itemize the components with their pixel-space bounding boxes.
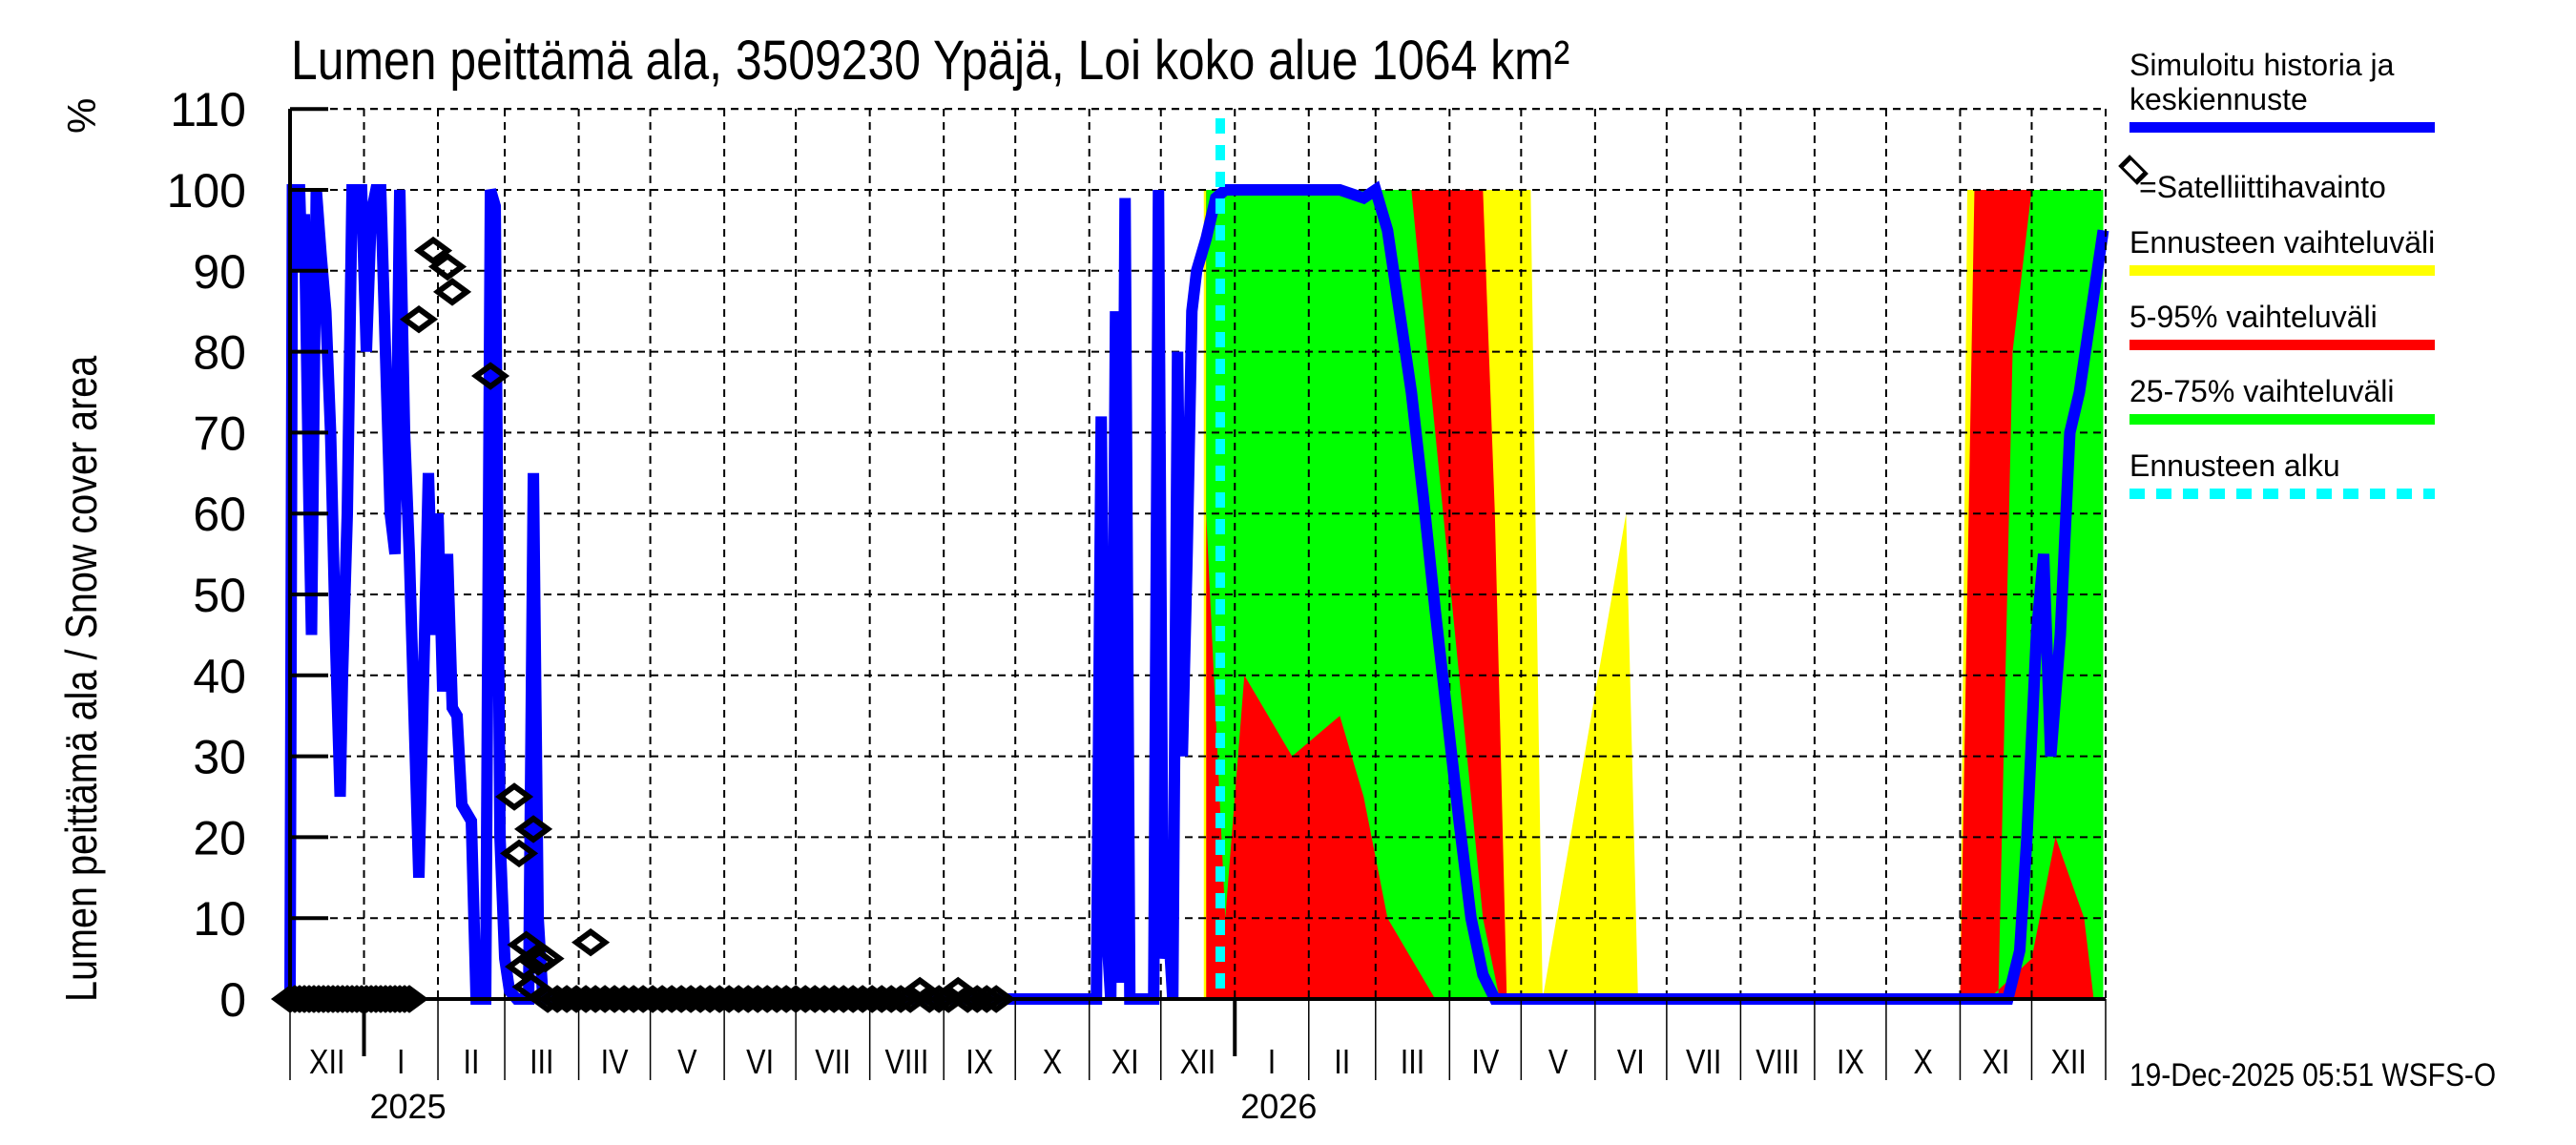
legend-label: 5-95% vaihteluväli <box>2129 300 2378 334</box>
legend-label: Ennusteen vaihteluväli <box>2129 225 2436 260</box>
svg-text:VI: VI <box>1617 1044 1645 1082</box>
svg-text:2026: 2026 <box>1240 1087 1317 1126</box>
svg-text:20: 20 <box>193 811 246 864</box>
svg-text:XII: XII <box>1180 1044 1215 1082</box>
svg-text:30: 30 <box>193 731 246 784</box>
svg-text:VII: VII <box>1686 1044 1721 1082</box>
diamond-icon <box>571 927 611 957</box>
plot-frame <box>288 108 2107 1001</box>
legend-label: Ennusteen alku <box>2129 448 2340 483</box>
svg-text:XI: XI <box>1983 1044 2010 1082</box>
svg-text:0: 0 <box>219 973 246 1027</box>
diamond-icon <box>399 304 439 334</box>
svg-text:V: V <box>677 1044 697 1082</box>
legend-label: 25-75% vaihteluväli <box>2129 374 2395 408</box>
y-axis-unit: % <box>59 97 104 134</box>
diamond-icon <box>526 944 565 973</box>
svg-text:VIII: VIII <box>884 1044 928 1082</box>
svg-text:I: I <box>397 1044 405 1082</box>
diamond-icon <box>432 278 472 306</box>
diamond-icon <box>470 362 510 390</box>
svg-text:70: 70 <box>193 406 246 460</box>
diamond-icon <box>513 815 553 843</box>
svg-text:IX: IX <box>1837 1044 1864 1082</box>
svg-text:III: III <box>1401 1044 1425 1082</box>
svg-text:80: 80 <box>193 326 246 380</box>
legend-label: =Satelliittihavainto <box>2139 170 2386 204</box>
grid-lines <box>290 108 2106 999</box>
svg-text:110: 110 <box>170 83 246 136</box>
legend-item-range: Ennusteen vaihteluväli <box>2129 225 2549 300</box>
y-axis-label: Lumen peittämä ala / Snow cover area <box>56 355 106 1002</box>
legend-swatch-green <box>2129 414 2435 425</box>
legend-item-satellite: =Satelliittihavainto <box>2118 155 2549 225</box>
legend-swatch-cyan-dashed <box>2129 489 2435 499</box>
svg-text:II: II <box>1334 1044 1350 1082</box>
svg-text:50: 50 <box>193 569 246 622</box>
svg-text:IV: IV <box>1471 1044 1500 1082</box>
svg-text:VIII: VIII <box>1755 1044 1799 1082</box>
y-axis-ticks: 0 10 20 30 40 50 60 70 80 90 100 110 <box>167 83 328 1027</box>
chart-title: Lumen peittämä ala, 3509230 Ypäjä, Loi k… <box>291 30 1570 92</box>
svg-text:90: 90 <box>193 245 246 299</box>
svg-text:60: 60 <box>193 488 246 541</box>
svg-text:VI: VI <box>746 1044 774 1082</box>
svg-text:V: V <box>1548 1044 1568 1082</box>
legend: Simuloitu historia ja keskiennuste =Sate… <box>2118 48 2549 523</box>
svg-text:X: X <box>1043 1044 1062 1082</box>
legend-swatch-yellow <box>2129 265 2435 276</box>
legend-item-simulated: Simuloitu historia ja keskiennuste <box>2129 48 2549 160</box>
legend-item-forecast-start: Ennusteen alku <box>2129 448 2549 523</box>
diamond-icon <box>494 782 534 811</box>
x-axis-ticks: XII I II III IV V VI VII VIII IX X XI XII I II III IV V VI… <box>289 999 2107 1126</box>
svg-text:40: 40 <box>193 650 246 703</box>
diamond-icon <box>413 236 453 265</box>
forecast-bands <box>1203 190 2104 999</box>
diamond-icon <box>499 839 539 868</box>
legend-item-25-75: 25-75% vaihteluväli <box>2129 374 2549 448</box>
svg-text:IV: IV <box>601 1044 630 1082</box>
svg-text:III: III <box>530 1044 554 1082</box>
timestamp: 19-Dec-2025 05:51 WSFS-O <box>2129 1057 2497 1093</box>
diamond-icon <box>427 252 467 281</box>
svg-text:100: 100 <box>167 164 246 218</box>
diamond-icon <box>507 930 546 959</box>
legend-swatch-blue <box>2129 122 2435 133</box>
legend-item-5-95: 5-95% vaihteluväli <box>2129 300 2549 374</box>
svg-text:XII: XII <box>309 1044 344 1082</box>
svg-text:II: II <box>464 1044 480 1082</box>
svg-text:10: 10 <box>193 892 246 946</box>
svg-text:IX: IX <box>966 1044 993 1082</box>
svg-text:VII: VII <box>815 1044 850 1082</box>
band-25-75 <box>1206 190 2104 999</box>
svg-text:XII: XII <box>2051 1044 2087 1082</box>
legend-label: Simuloitu historia ja keskiennuste <box>2129 48 2395 116</box>
legend-swatch-red <box>2129 340 2435 350</box>
svg-text:I: I <box>1268 1044 1277 1082</box>
svg-text:XI: XI <box>1111 1044 1139 1082</box>
svg-text:X: X <box>1913 1044 1932 1082</box>
svg-text:2025: 2025 <box>370 1087 447 1126</box>
